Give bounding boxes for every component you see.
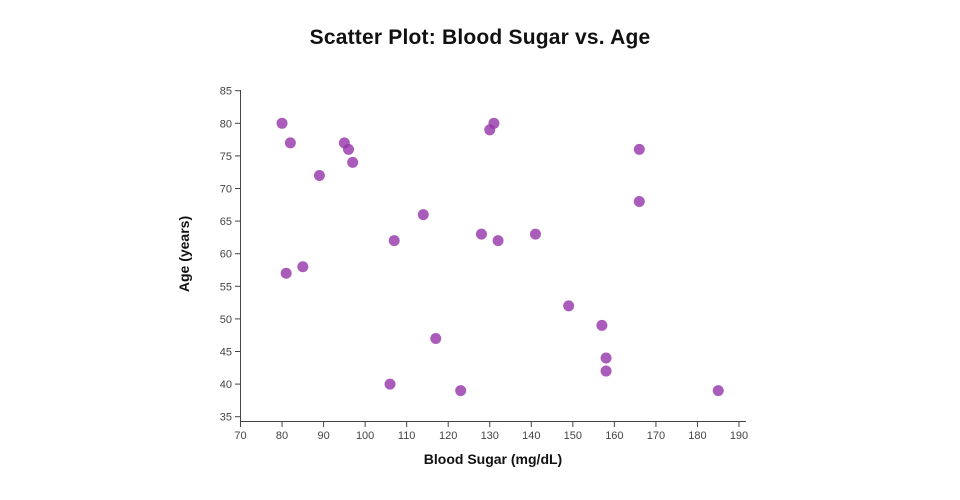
y-tick-label: 65 [220, 216, 232, 228]
data-point[interactable] [492, 235, 504, 247]
y-tick-label: 85 [220, 86, 232, 98]
data-point[interactable] [280, 267, 292, 279]
data-point[interactable] [712, 385, 724, 397]
data-point[interactable] [347, 156, 359, 168]
data-point[interactable] [484, 124, 496, 136]
x-tick-label: 110 [398, 430, 416, 442]
data-point[interactable] [430, 332, 442, 344]
y-tick-label: 40 [220, 379, 232, 391]
data-point[interactable] [343, 143, 355, 155]
x-tick-label: 90 [317, 430, 329, 442]
data-point[interactable] [417, 209, 429, 221]
data-point[interactable] [600, 352, 612, 364]
y-tick-label: 75 [220, 151, 232, 163]
x-tick-label: 160 [605, 430, 623, 442]
data-point[interactable] [563, 300, 575, 312]
y-tick-label: 35 [220, 412, 232, 424]
y-tick-label: 70 [220, 184, 232, 196]
y-tick-label: 50 [220, 314, 232, 326]
data-point[interactable] [313, 169, 325, 181]
data-point[interactable] [529, 228, 541, 240]
data-point[interactable] [297, 261, 309, 273]
y-axis-label: Age (years) [176, 215, 192, 293]
x-axis-label: Blood Sugar (mg/dL) [423, 451, 563, 467]
data-point[interactable] [600, 365, 612, 377]
data-point[interactable] [388, 235, 400, 247]
x-tick-label: 170 [647, 430, 665, 442]
x-tick-label: 70 [234, 430, 246, 442]
x-tick-label: 80 [276, 430, 288, 442]
x-tick-label: 150 [564, 430, 582, 442]
x-tick-label: 180 [688, 430, 706, 442]
y-tick-label: 60 [220, 249, 232, 261]
y-tick-label: 80 [220, 118, 232, 130]
y-tick-label: 55 [220, 281, 232, 293]
y-tick-label: 45 [220, 347, 232, 359]
data-point[interactable] [475, 228, 487, 240]
x-tick-label: 140 [522, 430, 540, 442]
data-point[interactable] [384, 378, 396, 390]
data-point[interactable] [633, 143, 645, 155]
data-point[interactable] [455, 385, 467, 397]
x-tick-label: 130 [481, 430, 499, 442]
data-point[interactable] [276, 117, 288, 129]
x-tick-label: 190 [730, 430, 748, 442]
data-point[interactable] [596, 319, 608, 331]
x-tick-label: 100 [356, 430, 374, 442]
x-tick-label: 120 [439, 430, 457, 442]
chart-title: Scatter Plot: Blood Sugar vs. Age [309, 26, 651, 49]
data-point[interactable] [633, 196, 645, 208]
data-point[interactable] [284, 137, 296, 149]
